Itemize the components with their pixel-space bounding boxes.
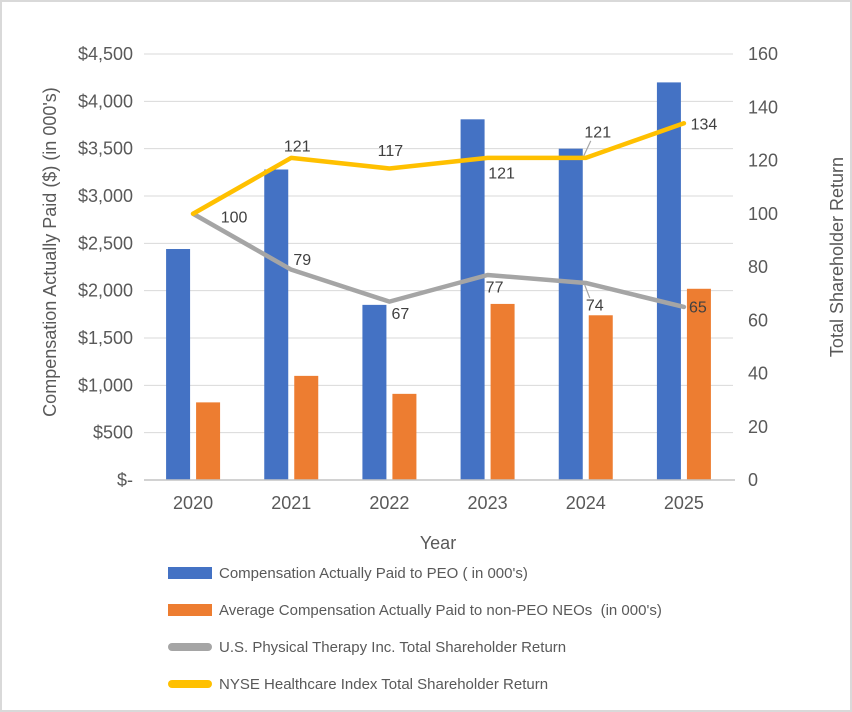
left-axis-tick: $1,000 xyxy=(78,375,133,395)
bar-peo-2025 xyxy=(656,82,681,481)
left-axis-tick: $2,000 xyxy=(78,281,133,301)
left-axis-tick: $4,500 xyxy=(78,44,133,64)
label-leader-line xyxy=(583,140,592,157)
x-axis-tick-2024: 2024 xyxy=(566,493,606,513)
bar-peo-2021 xyxy=(264,169,289,480)
data-label-uspt-2022: 67 xyxy=(392,306,410,323)
legend: Compensation Actually Paid to PEO ( in 0… xyxy=(168,558,662,699)
bar-neo-2021 xyxy=(294,375,319,480)
bar-neo-2024 xyxy=(588,315,613,480)
left-axis-tick: $- xyxy=(117,470,133,490)
legend-label: NYSE Healthcare Index Total Shareholder … xyxy=(219,675,549,693)
legend-swatch-uspt-line xyxy=(168,643,212,651)
right-axis-tick: 120 xyxy=(748,151,778,171)
right-axis-title: Total Shareholder Return xyxy=(827,156,847,358)
bar-neo-2025 xyxy=(686,288,711,480)
x-axis-tick-2022: 2022 xyxy=(369,493,409,513)
right-axis-tick: 60 xyxy=(748,310,768,330)
data-label-uspt-2025: 65 xyxy=(689,299,707,316)
right-axis-tick: 20 xyxy=(748,417,768,437)
x-axis-tick-2021: 2021 xyxy=(271,493,311,513)
data-label-uspt-2021: 79 xyxy=(293,252,311,269)
data-label-nyse-2022: 117 xyxy=(378,143,404,160)
x-axis-title: Year xyxy=(419,533,457,553)
legend-label: U.S. Physical Therapy Inc. Total Shareho… xyxy=(219,638,567,656)
legend-label: Compensation Actually Paid to PEO ( in 0… xyxy=(219,564,528,582)
legend-item-uspt: U.S. Physical Therapy Inc. Total Shareho… xyxy=(168,632,662,662)
line-nyse xyxy=(190,120,687,216)
left-axis-tick: $1,500 xyxy=(78,328,133,348)
legend-item-nyse: NYSE Healthcare Index Total Shareholder … xyxy=(168,669,662,699)
data-label-nyse-2023: 121 xyxy=(488,165,515,182)
bar-neo-2022 xyxy=(392,393,417,480)
data-label-nyse-2020: 100 xyxy=(221,209,248,226)
right-axis-tick: 140 xyxy=(748,97,778,117)
label-leader-line xyxy=(584,284,591,299)
line-uspt xyxy=(190,211,687,310)
legend-item-peo: Compensation Actually Paid to PEO ( in 0… xyxy=(168,558,662,588)
bar-peo-2022 xyxy=(362,304,387,480)
right-axis-tick: 100 xyxy=(748,204,778,224)
x-axis-tick-2025: 2025 xyxy=(664,493,704,513)
data-label-nyse-2025: 134 xyxy=(691,117,718,134)
left-axis-tick: $2,500 xyxy=(78,233,133,253)
bar-peo-2024 xyxy=(558,148,583,480)
right-axis-tick: 0 xyxy=(748,470,758,490)
data-label-uspt-2023: 77 xyxy=(486,279,504,296)
plot-area: 79 67 77 74 65 100 121 117 121 121 134 $4,500 $4,000… xyxy=(78,44,778,513)
legend-item-neo: Average Compensation Actually Paid to no… xyxy=(168,595,662,625)
data-label-nyse-2021: 121 xyxy=(284,138,311,155)
legend-label: Average Compensation Actually Paid to no… xyxy=(219,601,662,619)
right-axis-tick: 40 xyxy=(748,364,768,384)
left-axis-title: Compensation Actually Paid ($) (in 000's… xyxy=(40,87,60,417)
left-axis-tick: $3,000 xyxy=(78,186,133,206)
x-axis-tick-2020: 2020 xyxy=(173,493,213,513)
data-label-nyse-2024: 121 xyxy=(584,124,611,141)
legend-swatch-neo-bar xyxy=(168,604,212,616)
legend-swatch-peo-bar xyxy=(168,567,212,579)
left-axis-tick: $3,500 xyxy=(78,139,133,159)
legend-swatch-nyse-line xyxy=(168,680,212,688)
right-axis-tick: 80 xyxy=(748,257,768,277)
left-axis-tick: $500 xyxy=(93,423,133,443)
bar-neo-2023 xyxy=(490,303,515,480)
bar-neo-2020 xyxy=(196,402,221,480)
right-axis-tick: 160 xyxy=(748,44,778,64)
bar-peo-2023 xyxy=(460,119,485,480)
bar-peo-2020 xyxy=(166,249,191,480)
x-axis-tick-2023: 2023 xyxy=(468,493,508,513)
data-label-uspt-2024: 74 xyxy=(586,297,604,314)
left-axis-tick: $4,000 xyxy=(78,91,133,111)
